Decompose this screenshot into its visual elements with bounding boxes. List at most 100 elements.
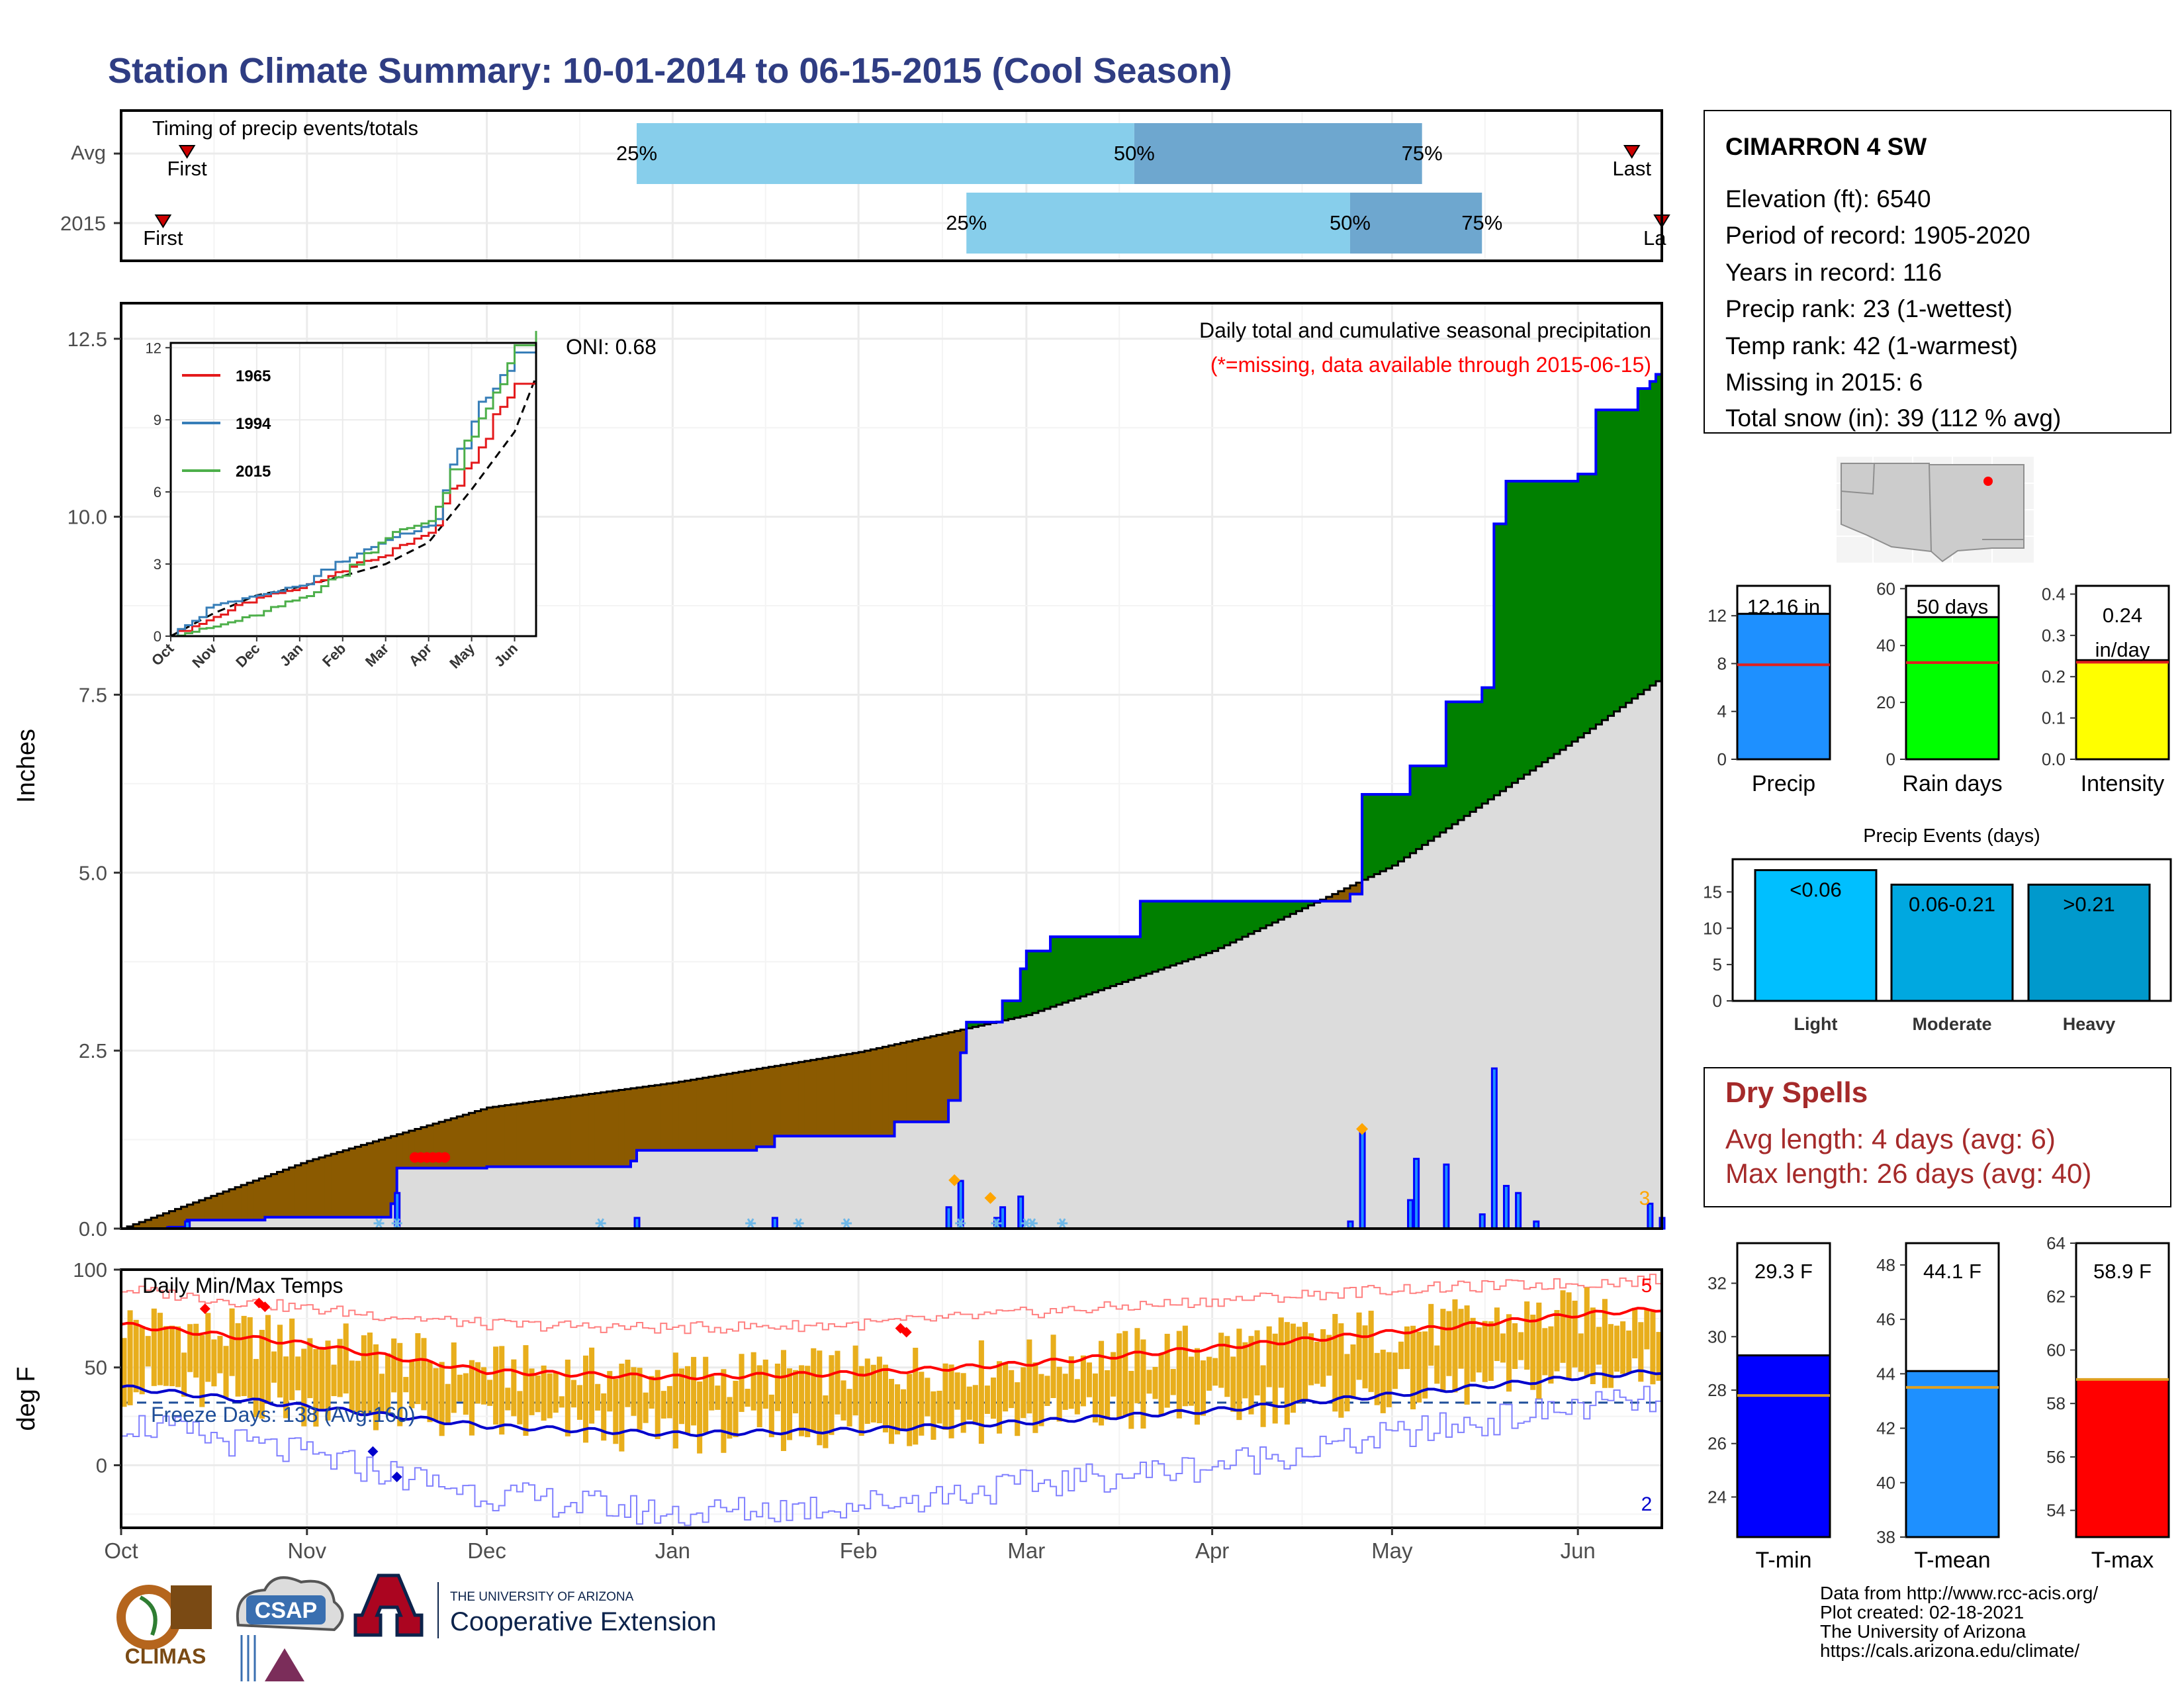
daily-temp-bar — [1218, 1333, 1224, 1388]
daily-temp-bar — [499, 1346, 505, 1435]
inset-chart: 0 3 6 9 12 Oct Nov Dec Jan Feb Mar Apr May Jun 1965 19… — [146, 330, 537, 672]
above-normal-area — [1602, 410, 1609, 720]
above-normal-area — [1074, 937, 1081, 999]
hot-count: 5 — [1641, 1275, 1653, 1297]
daily-temp-bar — [1440, 1309, 1446, 1393]
temp-summary-value-label: 44.1 F — [1923, 1260, 1981, 1283]
dry-spells-max: Max length: 26 days (avg: 40) — [1725, 1158, 2091, 1189]
below-normal-area — [702, 1078, 709, 1150]
below-normal-area — [942, 1033, 949, 1122]
below-normal-area — [151, 1217, 158, 1229]
climas-logo-text: CLIMAS — [125, 1644, 206, 1668]
above-normal-area — [1068, 937, 1075, 1001]
record-high-marker — [259, 1301, 271, 1313]
daily-temp-bar — [523, 1345, 529, 1436]
below-normal-area — [582, 1094, 590, 1167]
below-normal-area — [912, 1040, 919, 1122]
temp-summary-ytick-label: 60 — [2046, 1340, 2066, 1360]
below-normal-area — [726, 1074, 733, 1150]
inset-ytick-label: 6 — [154, 484, 161, 500]
daily-temp-bar — [211, 1339, 217, 1387]
summary-bar-rain-days — [1905, 616, 2000, 761]
below-normal-area — [343, 1150, 349, 1217]
daily-temp-bar — [768, 1394, 774, 1438]
daily-temp-bar — [666, 1385, 672, 1419]
below-normal-area — [841, 1055, 847, 1137]
normal-cumulative-area — [121, 677, 1662, 1229]
daily-temp-bar — [1224, 1336, 1230, 1397]
snow-day-marker — [1026, 1218, 1038, 1229]
above-normal-area — [1170, 901, 1177, 966]
ua-small-text: THE UNIVERSITY OF ARIZONA — [450, 1590, 634, 1604]
below-normal-area — [588, 1094, 596, 1167]
inset-xtick-label: Jan — [277, 640, 306, 669]
above-normal-area — [1002, 1000, 1009, 1021]
below-normal-area — [216, 1194, 224, 1221]
below-normal-area — [810, 1060, 817, 1137]
above-normal-area — [1572, 481, 1578, 742]
daily-temp-bar — [780, 1350, 786, 1452]
daily-temp-bar — [553, 1372, 559, 1413]
daily-temp-bar — [289, 1318, 295, 1401]
below-normal-area — [385, 1137, 392, 1217]
below-normal-area — [439, 1121, 445, 1168]
large-event-marker — [984, 1192, 997, 1204]
daily-temp-bar — [786, 1368, 793, 1440]
inset-xtick-label: Apr — [406, 640, 435, 670]
temp-ytick-label: 100 — [73, 1258, 107, 1282]
daily-temp-bar — [1116, 1333, 1122, 1418]
daily-temp-bar — [727, 1397, 733, 1439]
daily-temp-bar — [223, 1346, 229, 1398]
daily-temp-bar — [1111, 1352, 1116, 1397]
precip-events-ytick-label: 10 — [1703, 918, 1722, 938]
snow-day-marker — [991, 1218, 1002, 1229]
daily-precip-bar — [1359, 1127, 1366, 1230]
daily-temp-bar — [1422, 1331, 1428, 1399]
snow-day-marker — [793, 1218, 804, 1229]
daily-temp-bar — [1021, 1367, 1026, 1419]
precip-event-category-label: Heavy — [2063, 1014, 2116, 1034]
daily-temp-bar — [349, 1360, 355, 1411]
timing-row-2015: 2015 — [60, 212, 106, 235]
daily-temp-bar — [942, 1363, 948, 1430]
station-name: CIMARRON 4 SW — [1725, 133, 1927, 160]
below-normal-area — [1356, 882, 1363, 894]
below-normal-area — [954, 1031, 961, 1101]
precip-ytick-label: 7.5 — [79, 683, 107, 706]
summary-bar-ytick-label: 4 — [1717, 702, 1727, 722]
above-normal-area — [1308, 901, 1315, 906]
below-normal-area — [768, 1066, 775, 1147]
daily-precip-bar — [945, 1206, 952, 1230]
observed-cumulative-line — [121, 363, 1663, 1230]
below-normal-area — [894, 1044, 901, 1122]
daily-temp-bar — [948, 1364, 954, 1438]
above-normal-area — [1050, 937, 1057, 1007]
below-normal-area — [312, 1159, 320, 1217]
below-normal-area — [678, 1082, 686, 1150]
dry-spells-box: Dry Spells Avg length: 4 days (avg: 6) M… — [1704, 1067, 2171, 1207]
above-normal-area — [1008, 1000, 1015, 1019]
daily-temp-bar — [145, 1336, 151, 1367]
daily-temp-bar — [151, 1308, 157, 1386]
daily-temp-bar — [1344, 1354, 1350, 1412]
month-tick-label: Dec — [467, 1538, 506, 1563]
climas-logo: CLIMAS — [116, 1585, 212, 1668]
timing-pct-label-avg: 50% — [1114, 142, 1155, 165]
above-normal-area — [1290, 901, 1297, 914]
below-normal-area — [936, 1035, 943, 1122]
below-normal-area — [816, 1058, 823, 1137]
summary-bar-label: Intensity — [2081, 771, 2165, 796]
above-normal-area — [1284, 901, 1291, 917]
daily-temp-bar — [337, 1338, 343, 1397]
below-normal-area — [858, 1052, 865, 1137]
daily-temp-bar — [841, 1380, 846, 1421]
below-normal-area — [906, 1041, 913, 1122]
footer-line-2: Plot created: 02-18-2021 — [1820, 1602, 2025, 1622]
below-normal-area — [690, 1080, 698, 1150]
daily-temp-bar — [619, 1364, 625, 1452]
below-normal-area — [390, 1136, 398, 1204]
daily-temp-bar — [960, 1373, 966, 1433]
summary-bar-value-label-2: in/day — [2095, 638, 2150, 661]
above-normal-area — [1224, 901, 1231, 945]
month-tick-label: Jan — [655, 1538, 690, 1563]
